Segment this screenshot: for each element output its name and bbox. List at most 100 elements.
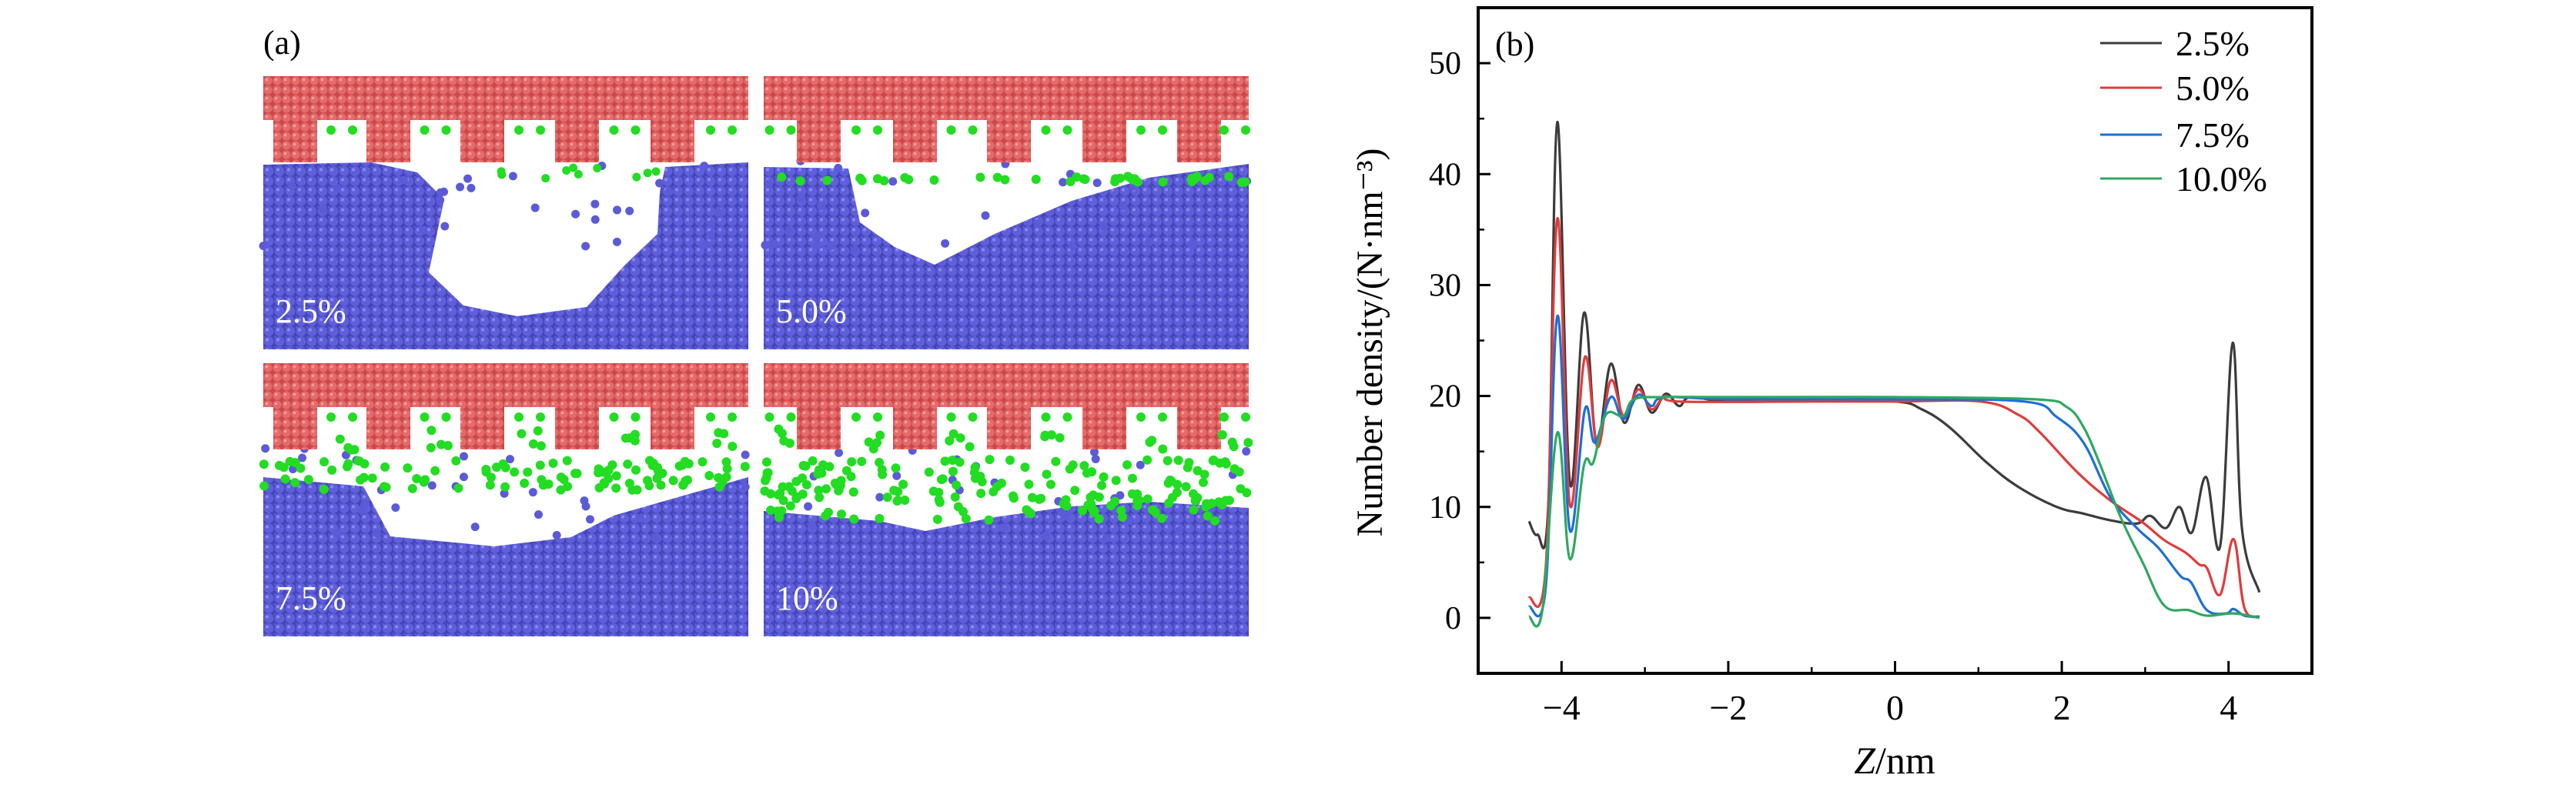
liquid-atom bbox=[1125, 516, 1134, 525]
liquid-atom bbox=[834, 163, 843, 172]
additive-atom bbox=[600, 479, 610, 489]
additive-atom bbox=[815, 492, 825, 503]
snapshot-label: 2.5% bbox=[276, 292, 346, 330]
additive-atom bbox=[1110, 496, 1120, 506]
liquid-atom bbox=[505, 455, 514, 464]
liquid-atom bbox=[817, 202, 826, 211]
liquid-atom bbox=[436, 188, 445, 197]
additive-atom bbox=[822, 175, 832, 185]
liquid-atom bbox=[761, 241, 770, 250]
additive-atom bbox=[875, 457, 885, 467]
additive-atom bbox=[948, 429, 958, 439]
liquid-atom bbox=[664, 187, 674, 196]
additive-atom bbox=[1150, 507, 1160, 517]
additive-atom bbox=[623, 459, 633, 469]
liquid-atom bbox=[741, 450, 750, 459]
x-tick-label: 4 bbox=[2220, 688, 2237, 727]
additive-atom bbox=[825, 462, 835, 472]
legend: 2.5% 5.0% 7.5%10.0% bbox=[2100, 24, 2267, 199]
additive-atom bbox=[1078, 506, 1088, 516]
additive-atom bbox=[721, 472, 731, 482]
additive-atom bbox=[326, 412, 336, 422]
additive-atom bbox=[766, 506, 776, 516]
liquid-atom bbox=[418, 225, 427, 235]
liquid-atom bbox=[785, 227, 794, 236]
additive-atom bbox=[1129, 175, 1139, 185]
additive-atom bbox=[303, 475, 313, 485]
additive-atom bbox=[1236, 177, 1246, 187]
additive-atom bbox=[654, 469, 664, 479]
substrate-base bbox=[764, 76, 1249, 120]
additive-atom bbox=[1061, 495, 1071, 505]
additive-atom bbox=[1142, 494, 1153, 504]
liquid-atom bbox=[888, 177, 898, 186]
liquid-atom bbox=[813, 232, 822, 241]
additive-atom bbox=[945, 436, 955, 446]
additive-atom bbox=[778, 496, 788, 506]
additive-atom bbox=[1041, 125, 1051, 135]
additive-atom bbox=[1157, 513, 1167, 523]
additive-atom bbox=[877, 465, 887, 475]
y-tick-label: 50 bbox=[1429, 46, 1461, 82]
liquid-atom bbox=[552, 530, 561, 539]
additive-atom bbox=[1008, 491, 1018, 501]
liquid-atom bbox=[998, 523, 1007, 533]
additive-atom bbox=[562, 456, 572, 466]
liquid-atom bbox=[764, 179, 774, 189]
liquid-atom bbox=[804, 502, 813, 511]
additive-atom bbox=[403, 463, 413, 473]
liquid-atom bbox=[1189, 240, 1198, 249]
substrate-pillar bbox=[651, 120, 694, 162]
additive-atom bbox=[900, 172, 910, 182]
liquid-region bbox=[764, 502, 1249, 636]
additive-atom bbox=[1134, 495, 1144, 505]
additive-atom bbox=[891, 463, 901, 473]
liquid-atom bbox=[769, 239, 778, 249]
y-tick-label: 0 bbox=[1445, 601, 1461, 636]
additive-atom bbox=[1087, 467, 1097, 477]
additive-atom bbox=[1005, 456, 1015, 466]
additive-atom bbox=[556, 472, 566, 482]
liquid-atom bbox=[613, 205, 622, 215]
substrate-pillar bbox=[987, 120, 1031, 162]
additive-atom bbox=[936, 475, 946, 485]
additive-atom bbox=[335, 434, 345, 444]
liquid-atom bbox=[259, 241, 268, 250]
additive-atom bbox=[537, 475, 547, 485]
additive-atom bbox=[849, 514, 859, 524]
additive-atom bbox=[792, 492, 802, 502]
additive-atom bbox=[517, 429, 527, 439]
additive-atom bbox=[656, 480, 666, 490]
additive-atom bbox=[760, 476, 770, 486]
additive-atom bbox=[968, 412, 978, 422]
x-axis-label: Z/nm bbox=[1854, 739, 1935, 782]
additive-atom bbox=[786, 125, 796, 135]
liquid-region bbox=[263, 477, 748, 636]
additive-atom bbox=[259, 459, 269, 469]
liquid-atom bbox=[1089, 447, 1099, 456]
additive-atom bbox=[1097, 480, 1107, 490]
additive-atom bbox=[1079, 174, 1089, 184]
substrate-pillar bbox=[797, 120, 841, 162]
additive-atom bbox=[836, 509, 846, 519]
additive-atom bbox=[427, 426, 437, 436]
additive-atom bbox=[989, 487, 999, 497]
additive-atom bbox=[1189, 175, 1199, 185]
liquid-atom bbox=[941, 239, 950, 248]
liquid-atom bbox=[571, 209, 580, 219]
additive-atom bbox=[928, 486, 938, 496]
additive-atom bbox=[279, 462, 289, 472]
additive-atom bbox=[1217, 499, 1227, 509]
additive-atom bbox=[955, 433, 965, 443]
x-tick-label: 2 bbox=[2053, 688, 2071, 727]
liquid-atom bbox=[1091, 454, 1100, 463]
panel-a-label: (a) bbox=[263, 24, 301, 62]
snapshot-1: 2.5% bbox=[259, 76, 748, 349]
additive-atom bbox=[632, 172, 641, 182]
additive-atom bbox=[1042, 469, 1052, 479]
snapshot-3: 7.5% bbox=[259, 363, 750, 636]
liquid-atom bbox=[797, 194, 806, 203]
liquid-atom bbox=[851, 245, 860, 255]
additive-atom bbox=[1024, 479, 1034, 489]
